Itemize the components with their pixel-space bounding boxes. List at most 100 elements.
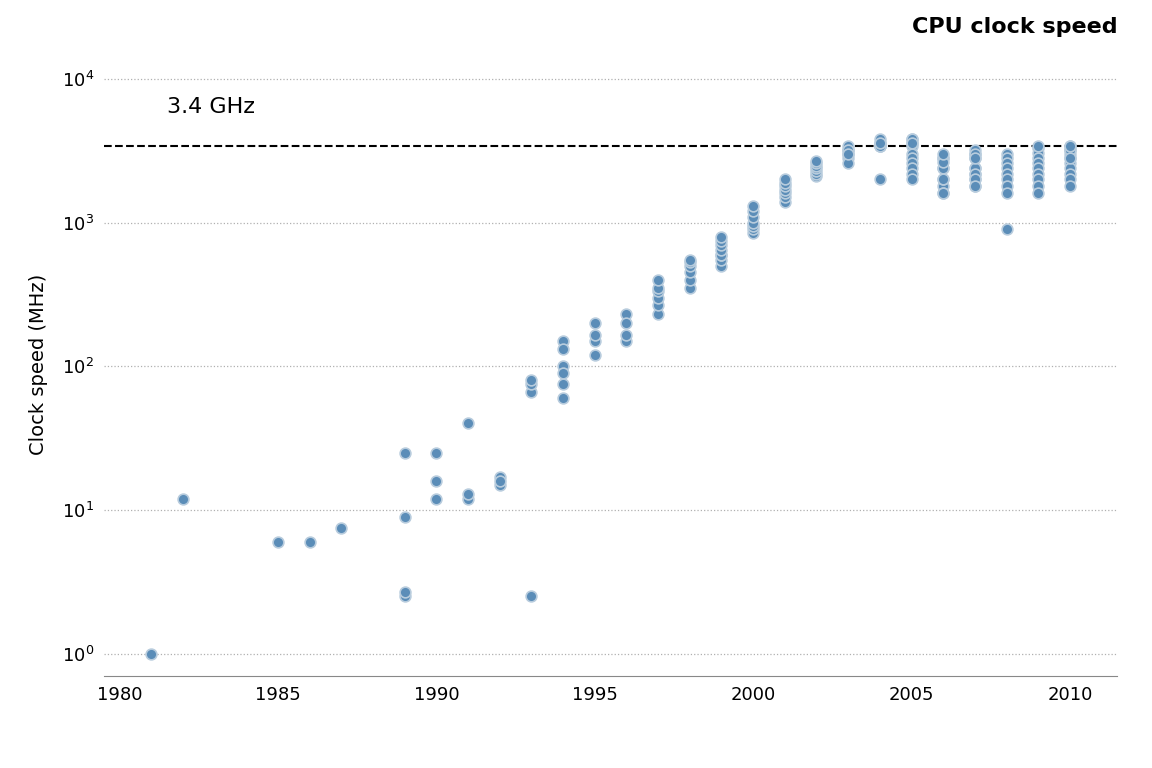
Point — [902, 134, 920, 146]
Point — [712, 254, 730, 266]
Point — [934, 155, 953, 167]
Point — [902, 157, 920, 169]
Point — [554, 343, 573, 355]
Point — [554, 378, 573, 390]
Point — [1029, 147, 1047, 159]
Point — [458, 417, 477, 429]
Point — [1061, 141, 1079, 153]
Point — [712, 248, 730, 260]
Point — [554, 392, 573, 404]
Point — [998, 223, 1016, 236]
Point — [808, 162, 826, 174]
Point — [1061, 144, 1079, 156]
Point — [427, 492, 446, 505]
Point — [965, 152, 984, 164]
Point — [934, 174, 953, 186]
Point — [839, 144, 857, 156]
Point — [585, 335, 604, 347]
Point — [934, 180, 953, 192]
Point — [332, 521, 350, 534]
Point — [965, 152, 984, 164]
Point — [965, 180, 984, 192]
Point — [174, 492, 192, 505]
Point — [427, 447, 446, 459]
Point — [998, 180, 1016, 192]
Point — [1061, 162, 1079, 174]
Point — [681, 282, 699, 294]
Point — [712, 260, 730, 272]
Point — [871, 134, 889, 146]
Point — [775, 180, 794, 192]
Point — [934, 187, 953, 200]
Point — [965, 148, 984, 161]
Point — [965, 174, 984, 186]
Point — [902, 137, 920, 149]
Point — [522, 374, 540, 386]
Point — [965, 167, 984, 180]
Point — [681, 273, 699, 286]
Point — [491, 471, 509, 483]
Point — [554, 360, 573, 372]
Point — [1061, 144, 1079, 156]
Point — [649, 285, 667, 297]
Point — [395, 585, 414, 598]
Point — [649, 292, 667, 304]
Point — [1029, 157, 1047, 169]
Point — [808, 154, 826, 167]
Point — [902, 152, 920, 164]
Point — [871, 137, 889, 149]
Point — [522, 386, 540, 399]
Point — [839, 157, 857, 169]
Point — [965, 167, 984, 180]
Point — [965, 162, 984, 174]
Point — [142, 647, 160, 660]
Point — [1061, 141, 1079, 153]
Y-axis label: Clock speed (MHz): Clock speed (MHz) — [29, 274, 47, 455]
Point — [649, 300, 667, 312]
Point — [871, 141, 889, 153]
Point — [681, 260, 699, 272]
Point — [712, 239, 730, 251]
Point — [712, 234, 730, 247]
Point — [775, 174, 794, 186]
Point — [965, 174, 984, 186]
Point — [1029, 167, 1047, 180]
Point — [998, 174, 1016, 186]
Point — [1029, 162, 1047, 174]
Point — [395, 591, 414, 603]
Point — [902, 174, 920, 186]
Point — [744, 210, 763, 223]
Point — [934, 162, 953, 174]
Point — [617, 317, 636, 329]
Point — [902, 167, 920, 180]
Point — [617, 307, 636, 319]
Point — [1029, 142, 1047, 154]
Point — [871, 141, 889, 153]
Point — [712, 230, 730, 243]
Point — [839, 141, 857, 153]
Point — [617, 329, 636, 341]
Point — [744, 220, 763, 232]
Text: 3.4 GHz: 3.4 GHz — [167, 97, 255, 117]
Point — [934, 152, 953, 164]
Point — [998, 162, 1016, 174]
Point — [902, 137, 920, 149]
Point — [395, 511, 414, 523]
Point — [934, 148, 953, 161]
Point — [681, 256, 699, 268]
Point — [554, 367, 573, 379]
Point — [458, 492, 477, 505]
Point — [681, 254, 699, 266]
Point — [934, 162, 953, 174]
Point — [839, 148, 857, 161]
Point — [775, 184, 794, 196]
Point — [491, 475, 509, 487]
Point — [871, 141, 889, 153]
Point — [522, 591, 540, 603]
Point — [1029, 180, 1047, 192]
Point — [902, 141, 920, 153]
Point — [839, 144, 857, 156]
Point — [1061, 152, 1079, 164]
Point — [1061, 152, 1079, 164]
Point — [1061, 174, 1079, 186]
